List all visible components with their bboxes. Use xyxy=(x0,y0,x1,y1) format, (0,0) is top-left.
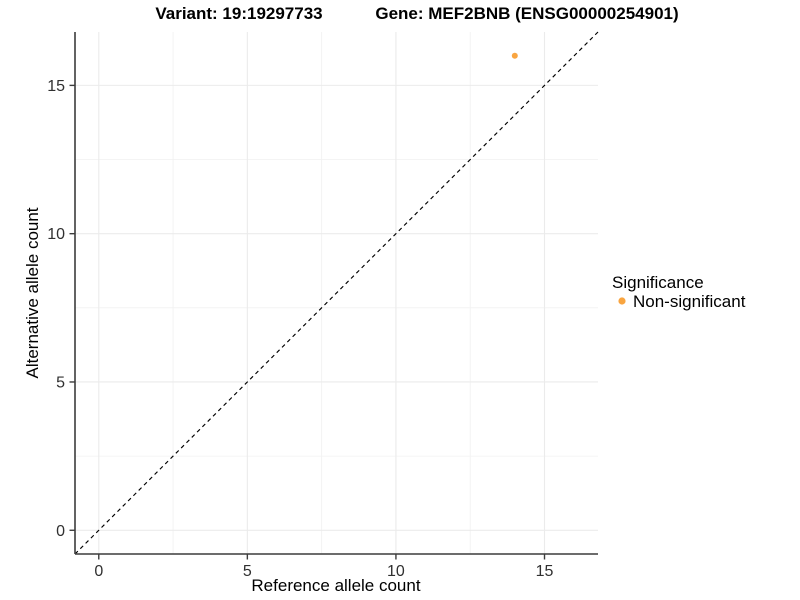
y-tick-label: 15 xyxy=(47,78,65,95)
legend-point-swatch xyxy=(618,297,626,305)
x-tick-label: 15 xyxy=(536,563,554,580)
legend-item-label: Non-significant xyxy=(633,292,746,311)
x-tick-label: 5 xyxy=(243,563,252,580)
y-axis-title: Alternative allele count xyxy=(23,207,42,378)
x-tick-label: 0 xyxy=(94,563,103,580)
y-tick-label: 0 xyxy=(56,523,65,540)
identity-dashed-line xyxy=(74,31,599,555)
y-tick-label: 5 xyxy=(56,374,65,391)
reference-line-layer xyxy=(74,31,599,555)
y-tick-label: 10 xyxy=(47,226,65,243)
data-point xyxy=(511,52,518,59)
data-point-layer xyxy=(511,52,518,59)
x-tick-label: 10 xyxy=(387,563,405,580)
x-axis-title: Reference allele count xyxy=(251,576,420,595)
gene-title: Gene: MEF2BNB (ENSG00000254901) xyxy=(375,4,678,23)
grid-layer xyxy=(75,32,598,554)
legend: Significance Non-significant xyxy=(612,273,746,311)
axis-layer: 0 5 10 15 0 5 10 15 xyxy=(47,32,598,580)
legend-title: Significance xyxy=(612,273,704,292)
variant-title: Variant: 19:19297733 xyxy=(155,4,322,23)
